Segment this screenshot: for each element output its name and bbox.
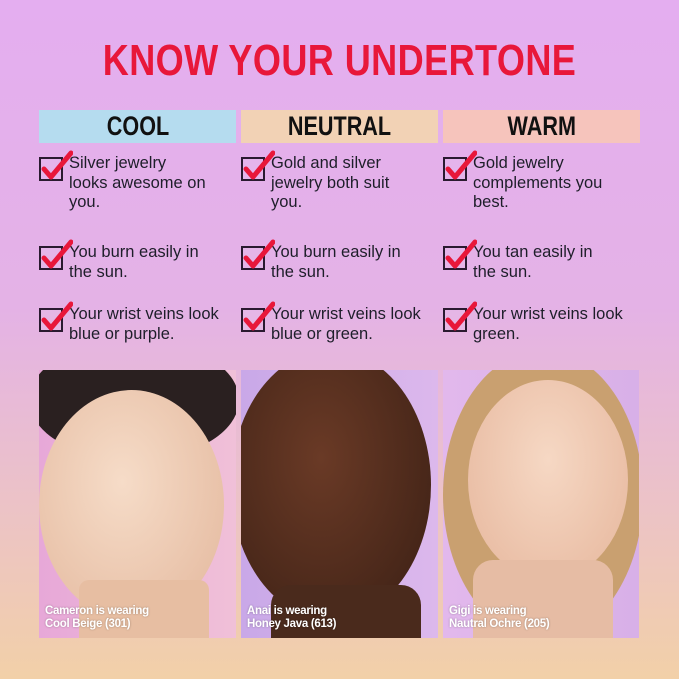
list-item: Gold and silver jewelry both suit you.: [241, 150, 401, 213]
column-neutral: NEUTRAL Gold and silver jewelry both sui…: [241, 110, 438, 343]
checkbox-checked-icon: [241, 301, 275, 332]
list-item: Your wrist veins look blue or purple.: [39, 301, 234, 344]
page-title: KNOW YOUR UNDERTONE: [102, 36, 577, 85]
list-item: You burn easily in the sun.: [39, 239, 204, 282]
photo-gigi: Gigi is wearing Nautral Ochre (205): [443, 370, 639, 638]
column-cool: COOL Silver jewelry looks awesome on you…: [39, 110, 236, 343]
checkbox-checked-icon: [443, 150, 477, 181]
checkbox-checked-icon: [39, 150, 73, 181]
photo-cameron: Cameron is wearing Cool Beige (301): [39, 370, 236, 638]
header-warm: WARM: [443, 110, 640, 143]
header-cool: COOL: [39, 110, 236, 143]
checkbox-checked-icon: [443, 239, 477, 270]
column-warm: WARM Gold jewelry complements you best. …: [443, 110, 640, 343]
checkbox-checked-icon: [39, 301, 73, 332]
caption-line: Gigi is wearing: [449, 605, 527, 617]
checkbox-checked-icon: [443, 301, 477, 332]
checkbox-checked-icon: [39, 239, 73, 270]
header-neutral: NEUTRAL: [241, 110, 438, 143]
caption-line: Cool Beige (301): [45, 618, 131, 630]
list-item: You tan easily in the sun.: [443, 239, 608, 282]
caption-line: Honey Java (613): [247, 618, 337, 630]
photo-anai: Anai is wearing Honey Java (613): [241, 370, 438, 638]
list-item: Your wrist veins look green.: [443, 301, 638, 344]
list-item: Gold jewelry complements you best.: [443, 150, 603, 213]
checkbox-checked-icon: [241, 239, 275, 270]
caption-line: Cameron is wearing: [45, 605, 149, 617]
list-item: Your wrist veins look blue or green.: [241, 301, 436, 344]
caption-line: Anai is wearing: [247, 605, 327, 617]
caption-line: Nautral Ochre (205): [449, 618, 550, 630]
checkbox-checked-icon: [241, 150, 275, 181]
list-item: You burn easily in the sun.: [241, 239, 406, 282]
list-item: Silver jewelry looks awesome on you.: [39, 150, 209, 213]
